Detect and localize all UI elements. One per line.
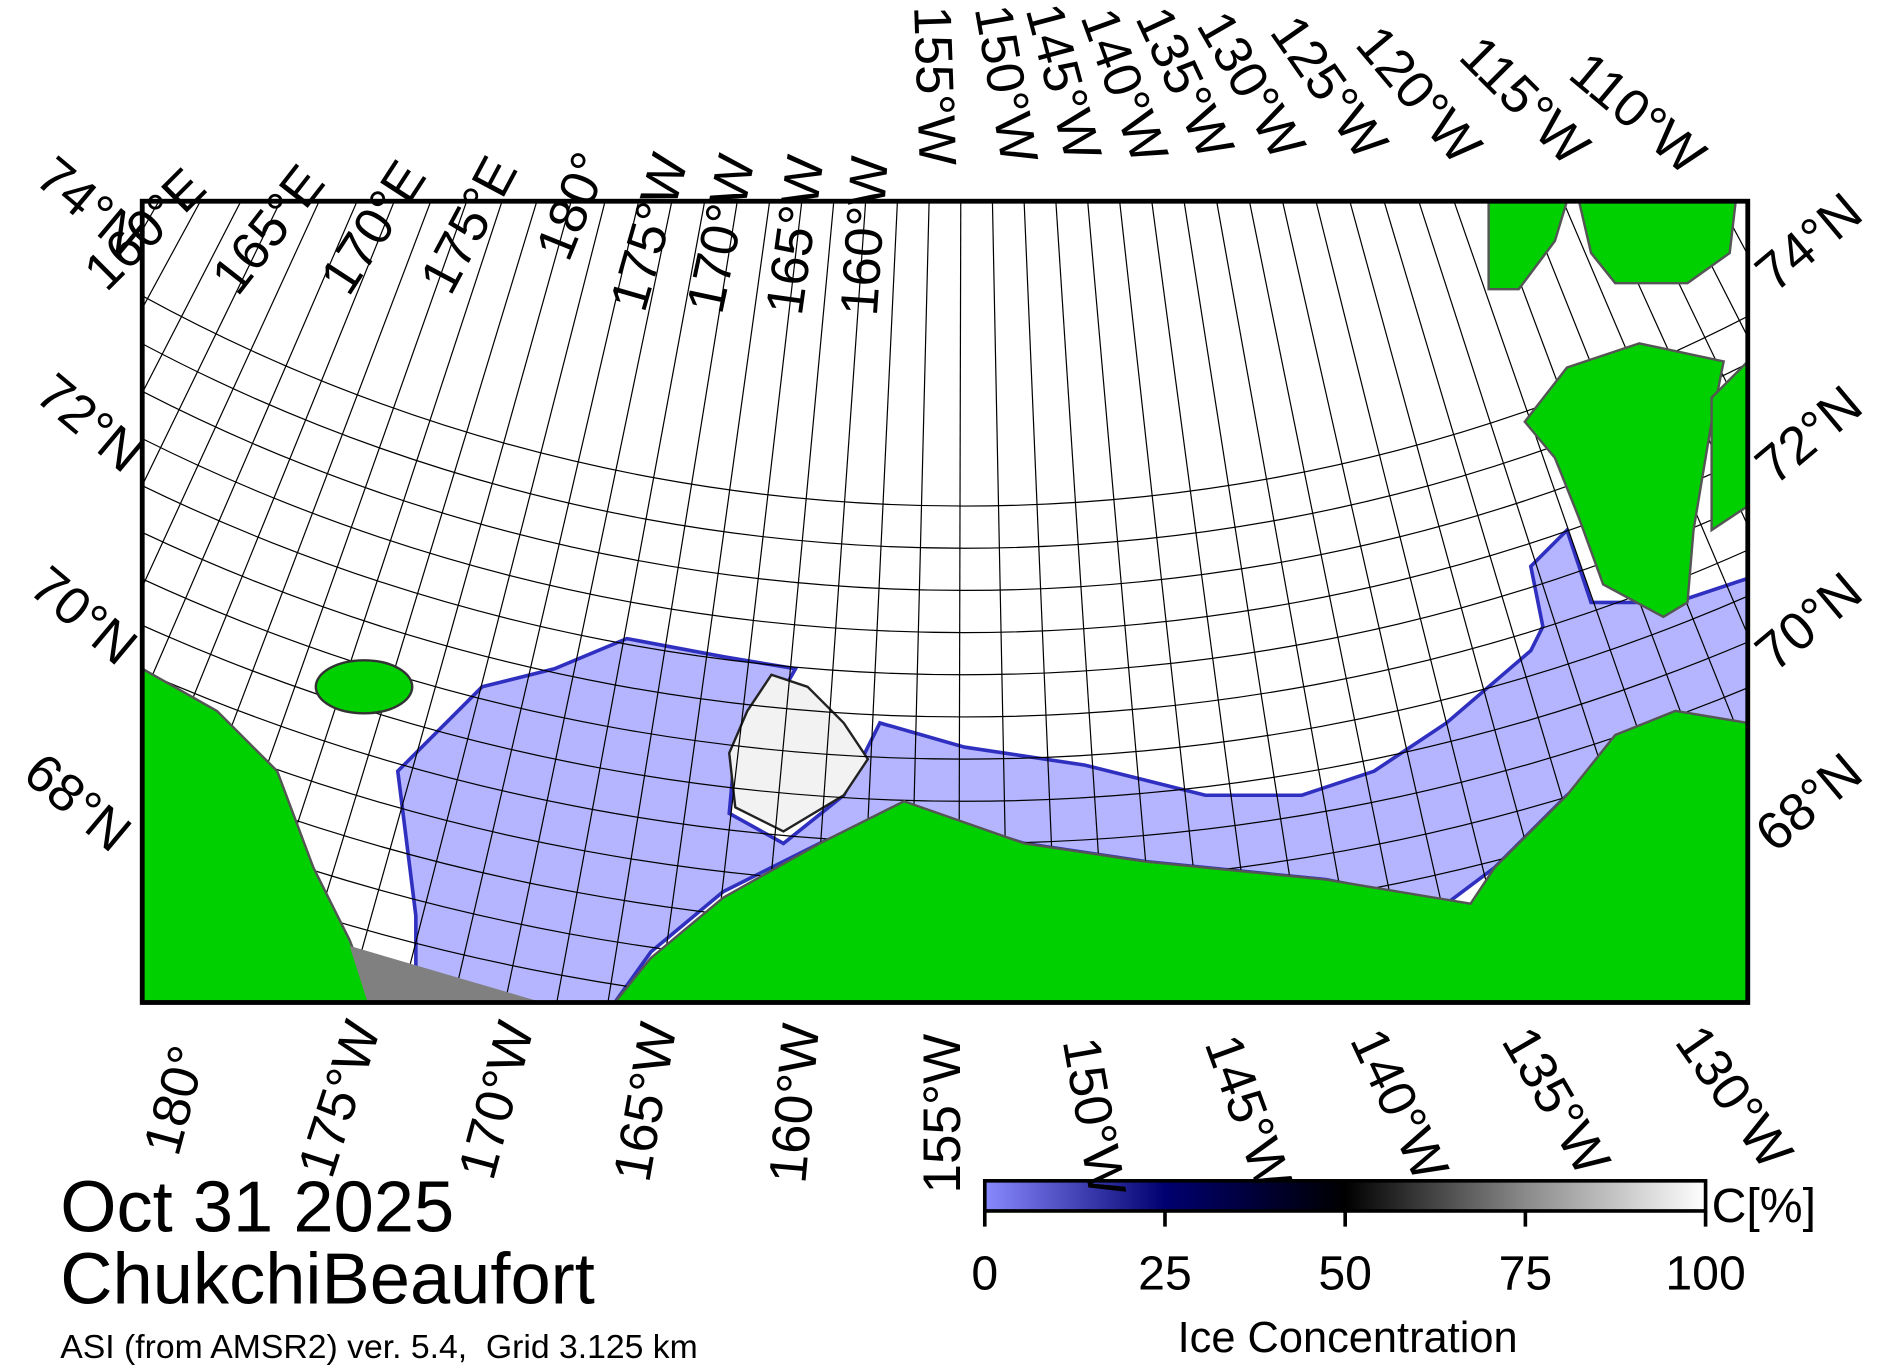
meridian [556, 201, 706, 1003]
meridian [292, 201, 538, 1003]
meridian [142, 201, 320, 589]
region: ChukchiBeaufort [60, 1240, 595, 1320]
meridian [346, 201, 572, 1003]
meridian [1183, 201, 1310, 1003]
colorbar-tick-label: 50 [1318, 1246, 1372, 1300]
land-victoria-island [1710, 359, 1748, 533]
meridian [607, 201, 738, 1003]
undefined: 145°W [1193, 1027, 1303, 1197]
undefined: 70°N [19, 555, 148, 676]
meridian [1349, 201, 1571, 1003]
land-alaska-canada [613, 709, 1748, 1003]
undefined: 155°W [902, 5, 967, 167]
meridian [1023, 201, 1059, 1003]
parallel [142, 390, 1748, 591]
colorbar [982, 1179, 1708, 1213]
meridian [758, 201, 835, 1003]
land-arctic-islands [1487, 201, 1737, 291]
undefined: 150°W [1051, 1033, 1137, 1200]
map-frame [139, 198, 1751, 1005]
meridian [237, 201, 503, 1003]
map-area [142, 201, 1748, 1003]
meridian [1216, 201, 1362, 1003]
parallel [142, 437, 1748, 633]
land-wrangel [314, 659, 414, 715]
meridian [858, 201, 899, 1003]
land-banks-island [1523, 342, 1726, 619]
undefined: 155°W [913, 1034, 972, 1194]
graticule [142, 201, 1748, 1003]
meridian [1315, 201, 1518, 1003]
undefined: 70°N [1745, 561, 1874, 682]
meridian [1087, 201, 1159, 1003]
no-data [349, 945, 543, 1003]
meridian [1562, 201, 1748, 637]
undefined: 160°W [758, 1021, 831, 1185]
meridian [1418, 201, 1679, 1003]
meridian [504, 201, 673, 1003]
undefined: 180° [133, 1040, 218, 1161]
meridian [1248, 201, 1413, 1003]
parallel [142, 484, 1748, 675]
product: ASI (from AMSR2) ver. 5.4, Grid 3.125 km [60, 1328, 698, 1366]
colorbar-tick-label: 100 [1665, 1246, 1745, 1300]
meridian [142, 201, 358, 701]
undefined: 135°W [1490, 1017, 1621, 1185]
date: Oct 31 2025 [60, 1167, 454, 1247]
parallel [142, 531, 1748, 717]
meridian [1383, 201, 1624, 1003]
ice-patch [728, 673, 870, 833]
parallel [142, 342, 1748, 549]
colorbar-tick-label: 0 [971, 1246, 998, 1300]
colorbar-tick-label: 75 [1499, 1246, 1553, 1300]
undefined: 160°W [830, 154, 900, 317]
meridian [658, 201, 771, 1003]
meridian [1055, 201, 1109, 1003]
undefined: 72°N [1745, 375, 1874, 496]
undefined: 74°N [1745, 182, 1874, 303]
undefined: 165°W [603, 1018, 689, 1185]
colorbar-tick-label: 25 [1138, 1246, 1192, 1300]
meridian [1151, 201, 1260, 1003]
undefined: 110°W [1559, 41, 1716, 186]
parallel [142, 577, 1748, 760]
meridian [1119, 201, 1209, 1003]
undefined: 130°W [1664, 1015, 1804, 1180]
parallel [142, 294, 1748, 507]
undefined: 175°W [287, 1014, 392, 1184]
undefined: 68°N [1745, 742, 1874, 863]
meridian [958, 201, 962, 1003]
meridian [399, 201, 606, 1003]
land-chukotka [142, 667, 375, 1003]
meridian [1281, 201, 1465, 1003]
meridian [708, 201, 803, 1003]
meridian [808, 201, 867, 1003]
meridian [908, 201, 930, 1003]
meridian [142, 201, 432, 964]
undefined: 140°W [1338, 1020, 1459, 1190]
meridian [991, 201, 1010, 1003]
undefined: 72°N [25, 362, 154, 483]
undefined: 170°W [447, 1016, 545, 1186]
colorbar-label: Ice Concentration [1178, 1314, 1518, 1362]
meridian [142, 201, 395, 825]
undefined: 68°N [13, 742, 142, 863]
colorbar-unit: C[%] [1712, 1179, 1816, 1233]
meridian [452, 201, 640, 1003]
